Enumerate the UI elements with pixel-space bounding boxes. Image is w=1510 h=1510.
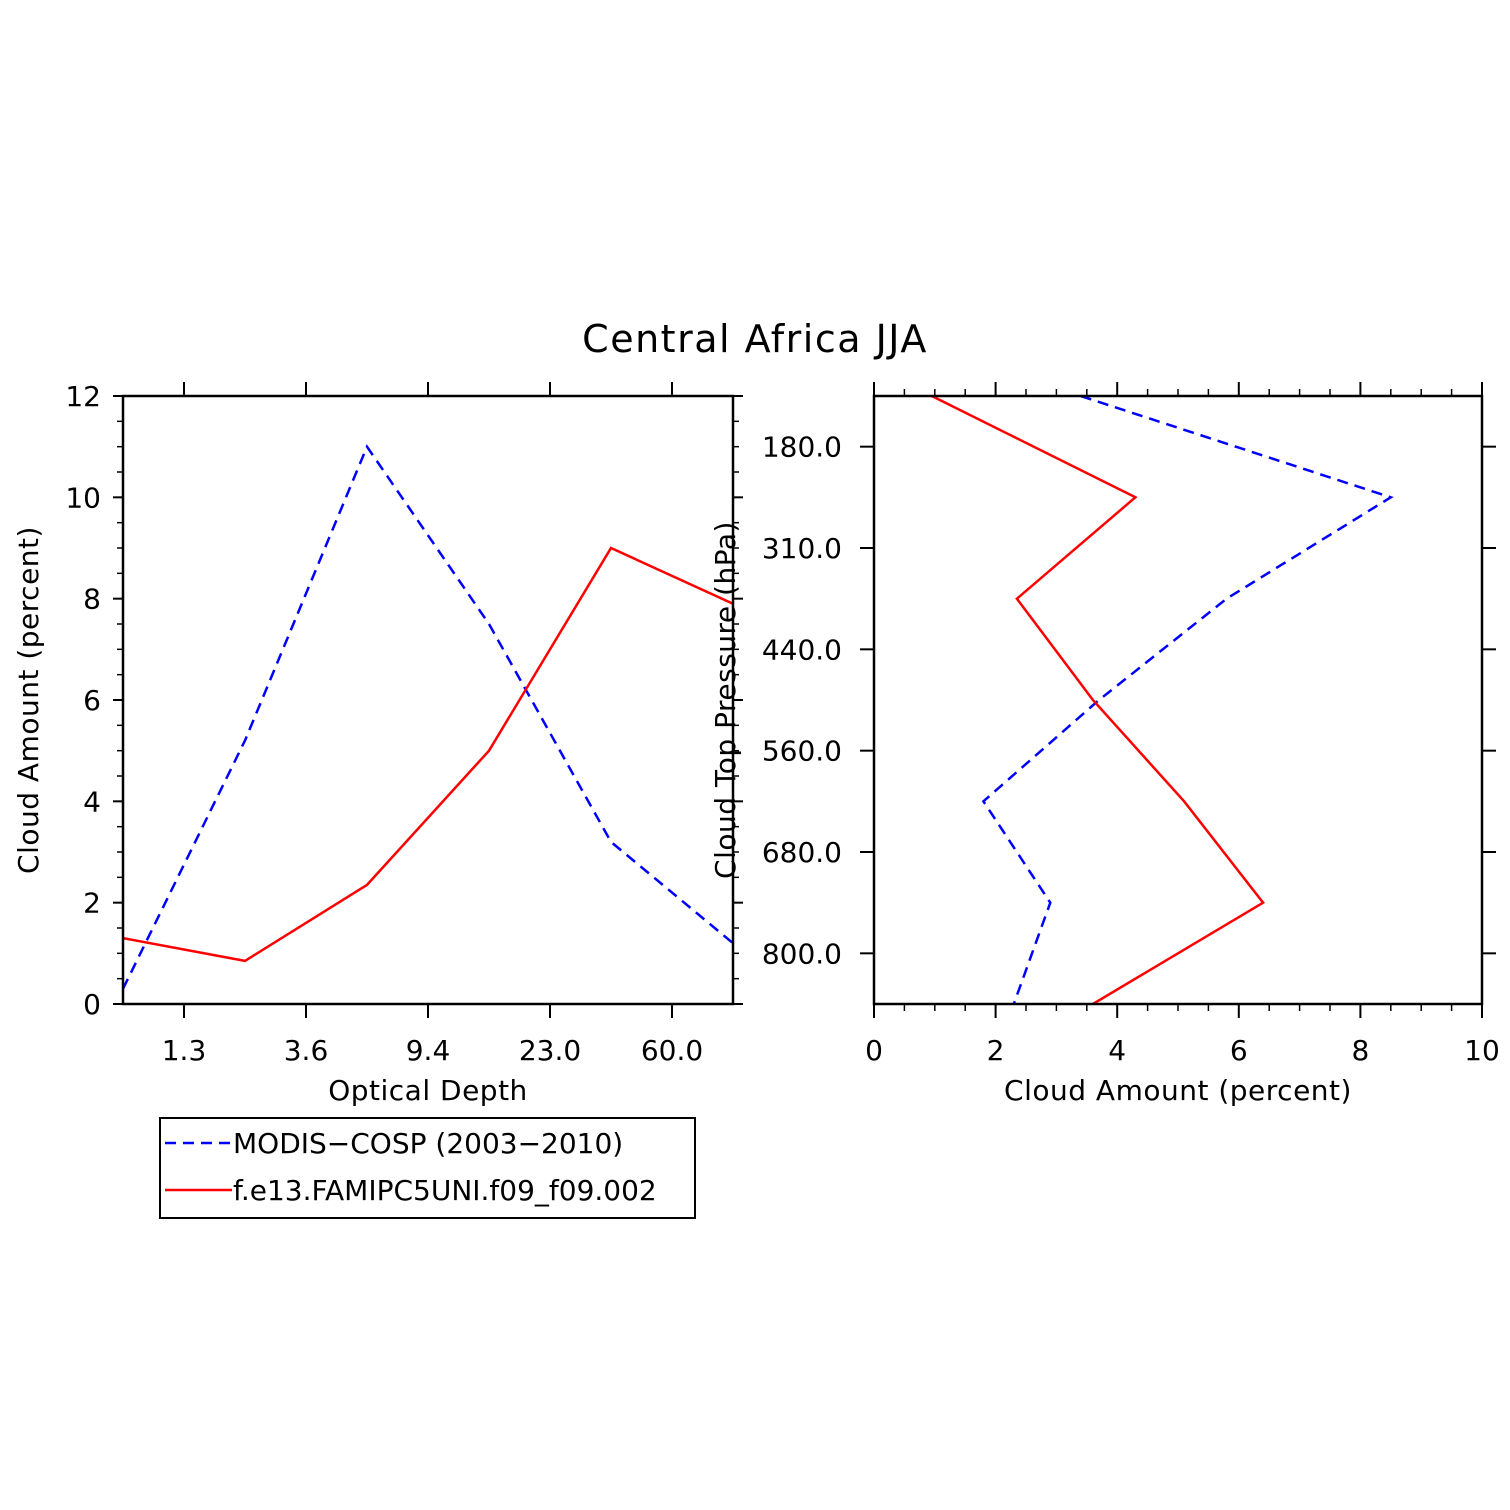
right-y-tick-label: 440.0 bbox=[762, 633, 842, 666]
left-series-modis bbox=[121, 444, 734, 990]
right-series-model bbox=[931, 394, 1265, 1006]
left-y-tick-label: 6 bbox=[83, 684, 101, 717]
legend-box bbox=[159, 1117, 696, 1219]
left-y-tick-label: 2 bbox=[83, 887, 101, 920]
left-x-tick-label: 60.0 bbox=[641, 1034, 703, 1067]
right-y-axis-label: Cloud Top Pressure (hPa) bbox=[709, 521, 742, 879]
left-x-tick-label: 3.6 bbox=[284, 1034, 329, 1067]
right-series-layer bbox=[931, 394, 1394, 1006]
right-x-tick-label: 8 bbox=[1351, 1034, 1369, 1067]
left-y-tick-label: 0 bbox=[83, 988, 101, 1021]
right-axes-layer: 0 2 4 6 8 10 180.0 310.0 440.0 560.0 680.0 800.0 bbox=[762, 382, 1500, 1067]
left-y-tick-label: 8 bbox=[83, 583, 101, 616]
right-plot-frame bbox=[872, 394, 1484, 1006]
right-y-tick-label: 310.0 bbox=[762, 532, 842, 565]
left-axes-layer: 0 2 4 6 8 10 12 1.3 3.6 9.4 23.0 60.0 bbox=[65, 380, 743, 1067]
right-x-axis-label: Cloud Amount (percent) bbox=[1004, 1074, 1352, 1107]
left-y-axis-label: Cloud Amount (percent) bbox=[12, 526, 45, 874]
left-plot-frame bbox=[121, 394, 735, 1006]
right-y-tick-label: 560.0 bbox=[762, 735, 842, 768]
right-x-tick-label: 10 bbox=[1464, 1034, 1500, 1067]
figure-title: Central Africa JJA bbox=[582, 317, 928, 361]
legend: MODIS−COSP (2003−2010) f.e13.FAMIPC5UNI.… bbox=[159, 1117, 696, 1219]
left-series-layer bbox=[121, 444, 734, 990]
right-panel: 0 2 4 6 8 10 180.0 310.0 440.0 560.0 680.0 800.0 Cl… bbox=[709, 382, 1500, 1107]
right-series-modis bbox=[981, 394, 1394, 1005]
left-x-axis-label: Optical Depth bbox=[328, 1074, 528, 1107]
left-x-tick-label: 9.4 bbox=[406, 1034, 451, 1067]
left-series-model bbox=[122, 546, 734, 963]
left-y-tick-label: 12 bbox=[65, 380, 101, 413]
right-x-tick-label: 4 bbox=[1108, 1034, 1126, 1067]
left-x-tick-label: 23.0 bbox=[519, 1034, 581, 1067]
legend-label-model: f.e13.FAMIPC5UNI.f09_f09.002 bbox=[233, 1174, 657, 1207]
right-y-tick-label: 180.0 bbox=[762, 431, 842, 464]
legend-label-modis: MODIS−COSP (2003−2010) bbox=[233, 1127, 623, 1160]
right-x-tick-label: 2 bbox=[987, 1034, 1005, 1067]
left-panel: 0 2 4 6 8 10 12 1.3 3.6 9.4 23.0 60.0 Optical Depth… bbox=[12, 380, 743, 1107]
left-x-tick-label: 1.3 bbox=[162, 1034, 207, 1067]
right-y-tick-label: 800.0 bbox=[762, 937, 842, 970]
left-y-tick-label: 4 bbox=[83, 785, 101, 818]
right-x-tick-label: 0 bbox=[865, 1034, 883, 1067]
left-y-tick-label: 10 bbox=[65, 481, 101, 514]
right-y-tick-label: 680.0 bbox=[762, 836, 842, 869]
right-x-tick-label: 6 bbox=[1230, 1034, 1248, 1067]
